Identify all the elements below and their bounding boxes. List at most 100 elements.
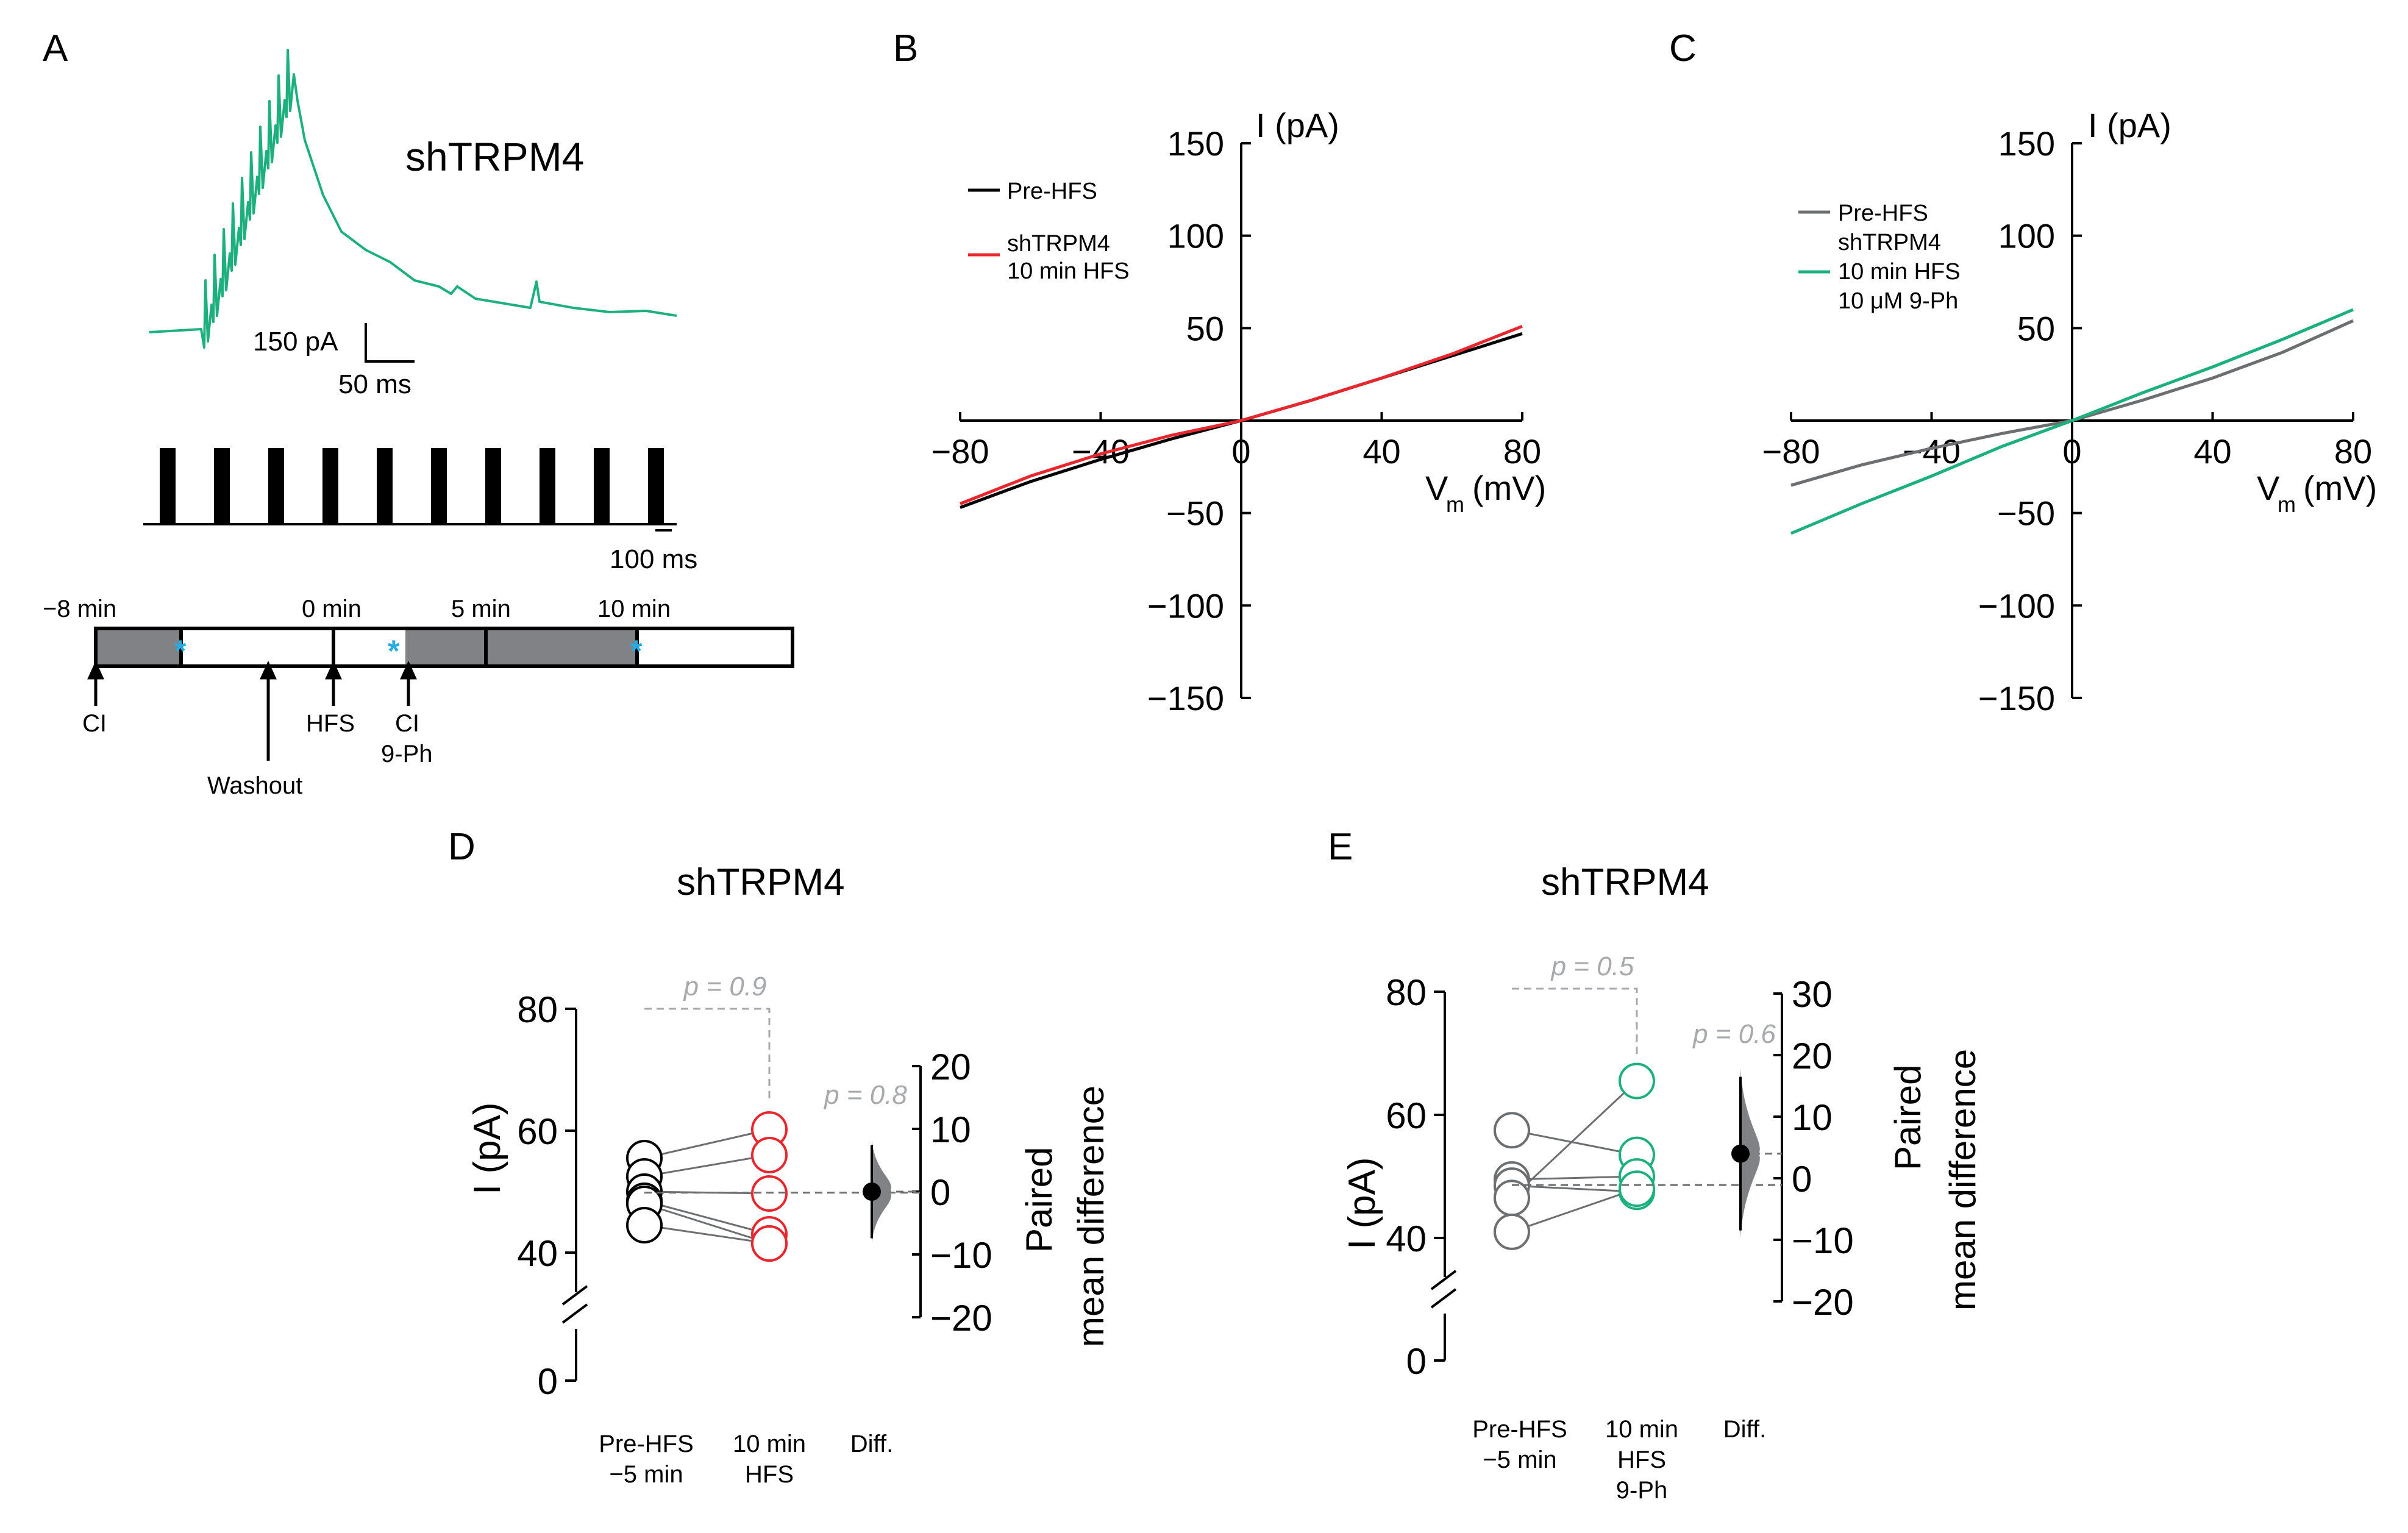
scale-current-label: 150 pA: [253, 327, 338, 357]
y-tick-label: 150: [1167, 124, 1224, 163]
pulse-8: [540, 448, 555, 524]
y-tick-label: −150: [1978, 679, 2055, 717]
timeline-tick-10: 10 min: [597, 596, 671, 622]
scale-time-label: 50 ms: [338, 369, 411, 399]
y-tick-label: 40: [517, 1233, 558, 1274]
diff-tick-label: 0: [930, 1172, 950, 1213]
chart-d-cat-pre: Pre-HFS: [599, 1431, 694, 1457]
pair-line: [1511, 1175, 1637, 1181]
diff-tick-label: 20: [930, 1047, 971, 1087]
pulse-1: [160, 448, 176, 524]
mean-diff-point: [863, 1183, 881, 1201]
chart-d-ylabel: I (pA): [466, 1102, 508, 1195]
chart-c-ylabel: I (pA): [2088, 106, 2171, 144]
pulse-6: [431, 448, 447, 524]
trace-label: shTRPM4: [405, 134, 584, 179]
pair-line: [1511, 1184, 1637, 1193]
chart-d-cat-pre-2: −5 min: [609, 1461, 683, 1488]
post-point: [751, 1137, 788, 1173]
y-tick-label: −50: [1997, 494, 2055, 533]
diff-tick-label: −10: [930, 1235, 992, 1276]
timeline-star-1: *: [174, 634, 187, 668]
chart-e-cat-post-3: 9-Ph: [1616, 1477, 1668, 1504]
diff-tick-label: −10: [1792, 1220, 1854, 1261]
legend-c-pre-hfs: Pre-HFS: [1838, 201, 1928, 226]
chart-b-xlabel-unit: (mV): [1472, 469, 1546, 507]
pulse-4: [322, 448, 338, 524]
diff-tick-label: 30: [1792, 974, 1833, 1015]
chart-d-cat-post: 10 min: [733, 1431, 806, 1457]
pair-line: [1511, 1080, 1638, 1199]
panel-a-letter: A: [43, 27, 68, 69]
axis-break-mark: [561, 1285, 588, 1306]
timeline-tick-5: 5 min: [451, 596, 511, 622]
chart-b-ylabel: I (pA): [1256, 106, 1339, 144]
post-point: [1619, 1170, 1655, 1208]
chart-e-cat-post: 10 min: [1605, 1416, 1678, 1443]
legend-b-pre-hfs: Pre-HFS: [1007, 179, 1097, 204]
y-tick-label: 40: [1386, 1218, 1427, 1259]
panel-d-letter: D: [448, 826, 476, 868]
x-tick-label: 0: [1231, 432, 1250, 471]
y-tick-label: 150: [1998, 124, 2055, 163]
pulse-3: [268, 448, 284, 524]
x-tick-label: 40: [1363, 432, 1400, 471]
chart-d-diff-label-1: Paired: [1019, 1147, 1060, 1253]
p-value-2: p = 0.8: [823, 1080, 907, 1110]
y-tick-label: −150: [1147, 679, 1224, 717]
chart-c: −80 −40 0 40 80 150 100 50 −50 −100 −150: [1762, 124, 2373, 717]
x-tick-label: −80: [1762, 432, 1820, 471]
pulse-9: [594, 448, 610, 524]
pulse-10: [648, 448, 664, 524]
current-trace: [149, 49, 677, 349]
mean-diff-point: [1731, 1144, 1750, 1163]
y-tick-label: −50: [1166, 494, 1224, 533]
chart-d: 0 40 60 80 20 10 0 −10 −20 p = 0.9 p = 0.8: [517, 972, 992, 1402]
diff-tick-label: 20: [1792, 1036, 1833, 1076]
panel-e-letter: E: [1328, 826, 1353, 868]
x-tick-label: −40: [1903, 432, 1961, 471]
event-arrows: [87, 660, 417, 761]
pre-point: [1494, 1213, 1530, 1250]
axis-break-mark: [1430, 1288, 1457, 1309]
diff-tick-label: −20: [1792, 1282, 1854, 1323]
timeline-tick-minus8: −8 min: [43, 596, 116, 622]
chart-b-xlabel: V: [1425, 469, 1448, 507]
panel-e: E shTRPM4 I (pA) Paired mean difference …: [1328, 826, 1983, 1504]
y-tick-label: −100: [1147, 586, 1224, 625]
bootstrap-distribution: [872, 1140, 891, 1243]
event-ci-1: CI: [82, 710, 107, 737]
p-bracket: [1512, 987, 1638, 1057]
post-point: [1619, 1062, 1655, 1100]
pulse-2: [214, 448, 230, 524]
x-tick-label: −80: [931, 432, 989, 471]
timeline-star-2: *: [388, 634, 400, 668]
event-ci-2: CI: [395, 710, 419, 737]
timeline-star-3: *: [630, 634, 643, 668]
legend-c-10min-hfs: 10 min HFS: [1838, 259, 1961, 285]
diff-tick-label: −20: [930, 1298, 992, 1339]
p-bracket: [644, 1008, 771, 1100]
p-value-1: p = 0.5: [1550, 951, 1634, 981]
timeline-box: [94, 627, 794, 668]
p-value-1: p = 0.9: [683, 972, 767, 1001]
axis-break-mark: [1430, 1270, 1457, 1290]
pair-line: [644, 1203, 770, 1245]
event-9ph: 9-Ph: [381, 741, 433, 767]
pair-line: [644, 1224, 770, 1245]
chart-d-diff-label-2: mean difference: [1070, 1086, 1111, 1347]
y-tick-label: 0: [538, 1361, 558, 1402]
y-tick-label: 0: [1406, 1341, 1427, 1382]
diff-tick-label: 10: [1792, 1097, 1833, 1138]
timeline-shade-1: [96, 628, 181, 666]
chart-e-cat-pre-2: −5 min: [1483, 1446, 1556, 1473]
pulse-5: [377, 448, 393, 524]
panel-b-letter: B: [893, 27, 918, 69]
legend-b-10min-hfs: 10 min HFS: [1007, 258, 1130, 284]
pair-line: [1511, 1129, 1637, 1156]
pair-line: [644, 1154, 770, 1178]
chart-b-xlabel-sub: m: [1446, 492, 1464, 517]
post-point: [751, 1225, 788, 1262]
timeline: * * * −8 min 0 min 5 min 10 min CI Washo…: [43, 596, 794, 799]
